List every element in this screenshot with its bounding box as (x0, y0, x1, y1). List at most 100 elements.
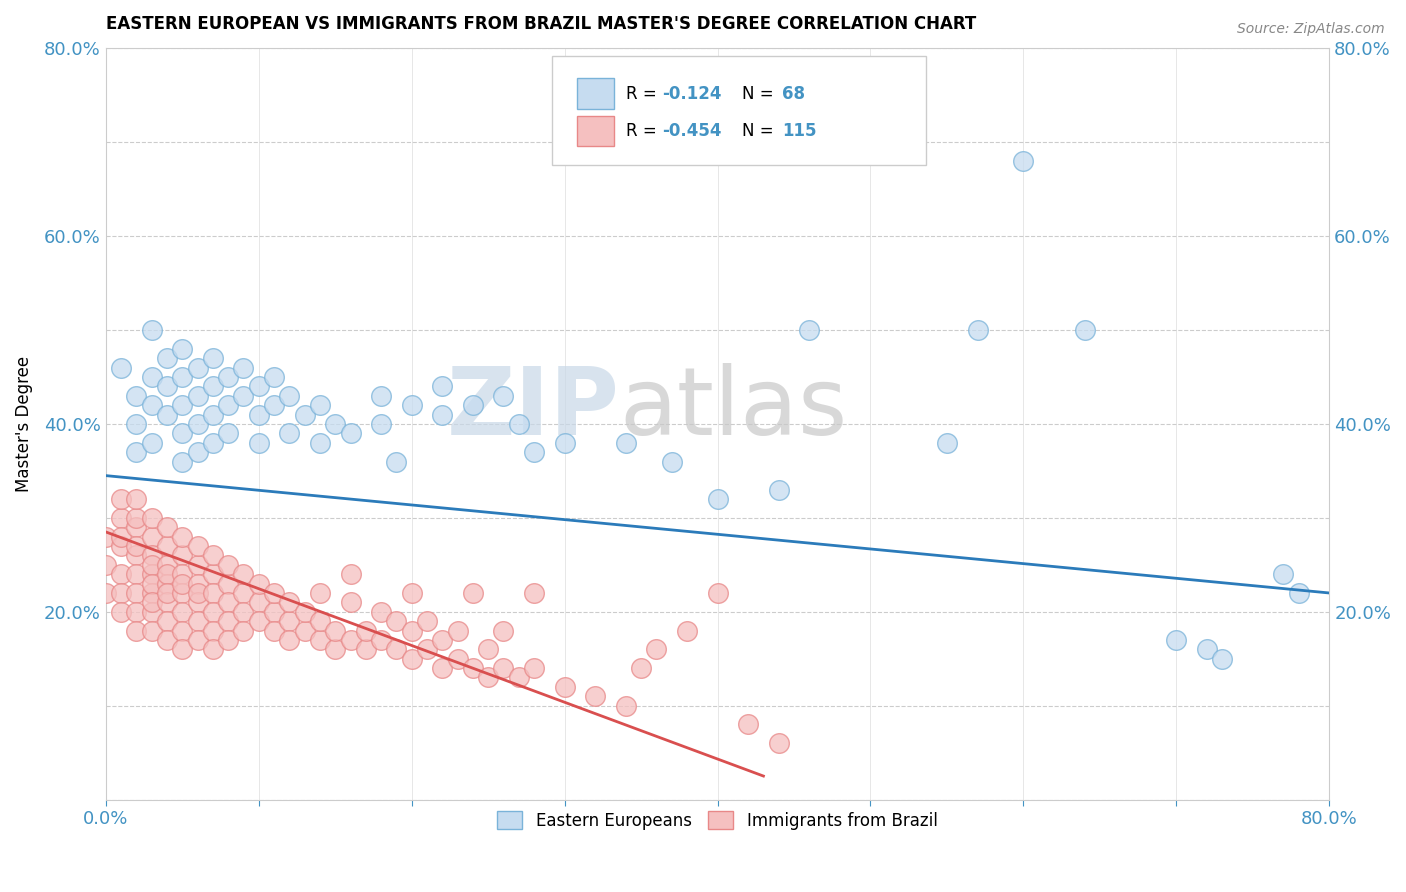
Point (125, 605, 148, 619)
Point (401, 624, 423, 638)
Point (217, 398, 239, 412)
Point (201, 351, 224, 366)
Point (217, 614, 239, 628)
Point (339, 426, 361, 441)
Point (187, 586, 209, 600)
Point (1166, 632, 1188, 647)
Point (554, 435, 576, 450)
Point (156, 408, 179, 422)
Point (799, 323, 821, 337)
Point (278, 426, 301, 441)
Point (1272, 567, 1295, 582)
Point (309, 435, 332, 450)
Point (156, 614, 179, 628)
Point (232, 624, 254, 638)
Point (94, 530, 117, 544)
Point (156, 567, 179, 582)
Y-axis label: Master's Degree: Master's Degree (15, 356, 32, 492)
Point (141, 549, 163, 563)
Point (156, 576, 179, 591)
Point (156, 351, 179, 366)
Point (232, 389, 254, 403)
Point (110, 586, 132, 600)
Point (187, 614, 209, 628)
Point (263, 398, 285, 412)
Point (125, 520, 148, 534)
Point (706, 492, 728, 507)
Point (172, 530, 194, 544)
Text: atlas: atlas (620, 363, 848, 455)
Point (125, 389, 148, 403)
Point (217, 595, 239, 609)
Point (339, 567, 361, 582)
Point (354, 624, 377, 638)
Point (110, 530, 132, 544)
Point (416, 614, 439, 628)
Point (401, 398, 423, 412)
Point (232, 586, 254, 600)
Point (156, 539, 179, 553)
Point (370, 605, 392, 619)
Point (187, 389, 209, 403)
Point (156, 558, 179, 572)
Point (523, 661, 546, 675)
Point (201, 605, 224, 619)
Point (201, 379, 224, 393)
Point (172, 624, 194, 638)
Point (217, 632, 239, 647)
Point (125, 492, 148, 507)
Point (432, 661, 454, 675)
Point (232, 567, 254, 582)
Point (187, 558, 209, 572)
Text: 115: 115 (782, 122, 817, 140)
Point (1288, 586, 1310, 600)
Point (110, 492, 132, 507)
Point (1012, 154, 1035, 169)
Point (110, 539, 132, 553)
Point (217, 370, 239, 384)
Point (508, 417, 530, 431)
Point (172, 549, 194, 563)
Point (554, 680, 576, 694)
Point (156, 520, 179, 534)
Point (523, 586, 546, 600)
Point (201, 408, 224, 422)
Point (676, 624, 699, 638)
Point (141, 370, 163, 384)
Text: N =: N = (742, 122, 779, 140)
Point (323, 417, 346, 431)
Point (294, 605, 316, 619)
Point (294, 624, 316, 638)
Point (768, 736, 790, 750)
Point (247, 379, 270, 393)
Legend: Eastern Europeans, Immigrants from Brazil: Eastern Europeans, Immigrants from Brazi… (491, 805, 945, 837)
Point (370, 389, 392, 403)
Point (1195, 642, 1218, 657)
Point (614, 698, 637, 713)
Point (125, 511, 148, 525)
Point (508, 670, 530, 684)
Point (201, 586, 224, 600)
Point (187, 360, 209, 375)
Point (141, 323, 163, 337)
Point (141, 530, 163, 544)
Point (110, 360, 132, 375)
Text: R =: R = (626, 122, 662, 140)
Point (461, 586, 484, 600)
Bar (576, 78, 613, 109)
Point (323, 624, 346, 638)
Point (172, 586, 194, 600)
Point (370, 632, 392, 647)
Point (125, 445, 148, 459)
Point (125, 417, 148, 431)
Point (416, 642, 439, 657)
Point (187, 539, 209, 553)
Point (263, 586, 285, 600)
Point (432, 408, 454, 422)
Point (309, 632, 332, 647)
Point (936, 435, 959, 450)
Point (583, 690, 606, 704)
Point (706, 586, 728, 600)
Point (110, 511, 132, 525)
Point (125, 586, 148, 600)
